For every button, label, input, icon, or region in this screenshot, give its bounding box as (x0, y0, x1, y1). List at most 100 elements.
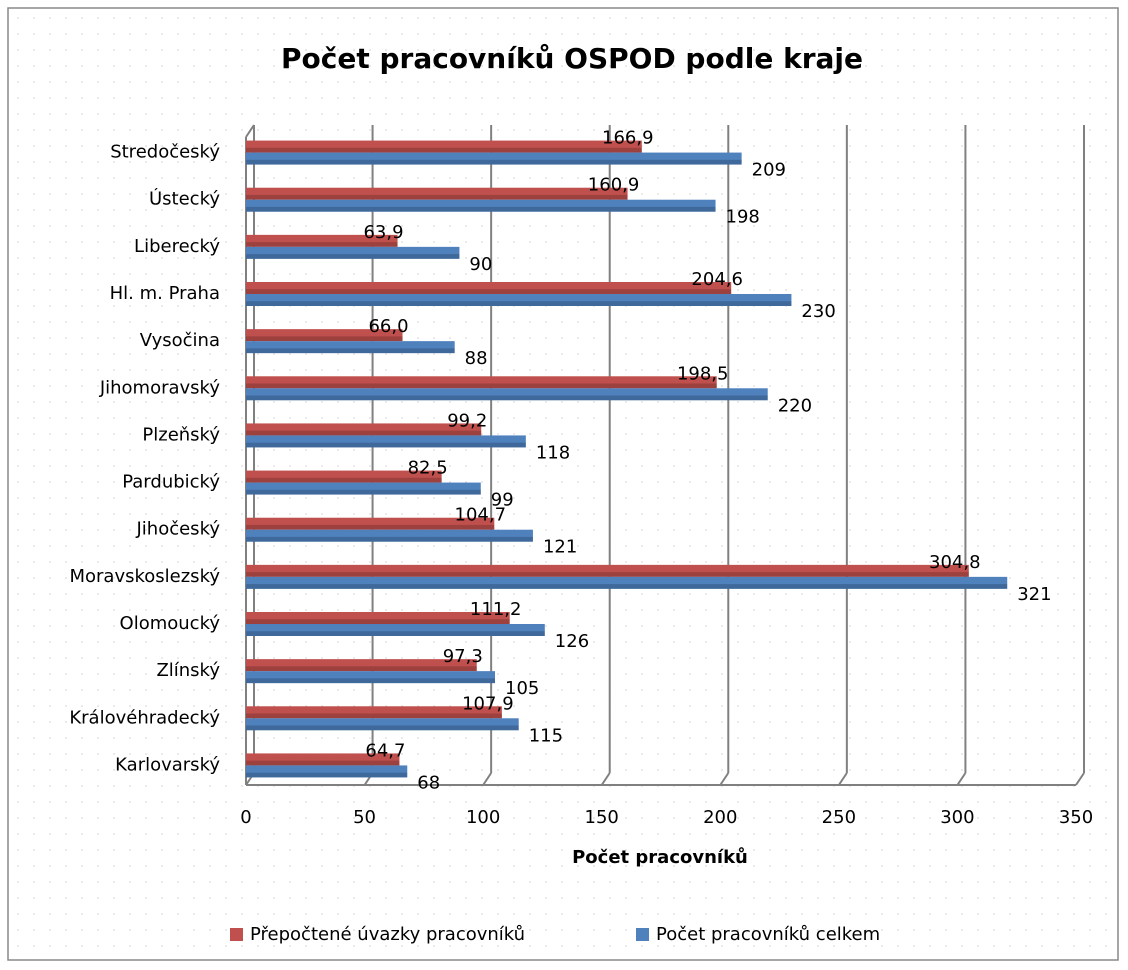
y-tick-label: Královéhradecký (69, 707, 220, 728)
data-label: 90 (469, 254, 492, 275)
grid-floor (600, 772, 611, 786)
x-tick-label: 100 (466, 807, 500, 828)
y-tick-label: Plzeňský (142, 424, 220, 445)
data-label: 230 (801, 301, 835, 322)
grid-floor (956, 772, 967, 786)
y-tick-label: Karlovarský (115, 754, 220, 775)
data-label: 66,0 (368, 316, 408, 337)
data-label: 107,9 (462, 693, 514, 714)
bar (246, 246, 460, 259)
x-axis-title: Počet pracovníků (572, 846, 748, 868)
data-label: 321 (1017, 584, 1051, 605)
bar-shade (246, 348, 455, 354)
x-tick-label: 200 (703, 807, 737, 828)
bar-shade (246, 301, 792, 306)
bar (246, 482, 481, 495)
bar-shade (246, 442, 526, 448)
bar (246, 435, 526, 448)
bar-shade (246, 772, 408, 778)
x-tick-label: 0 (240, 807, 251, 828)
data-label: 198,5 (677, 363, 729, 384)
grid-floor (719, 772, 730, 786)
bar (246, 140, 642, 153)
bar (246, 671, 495, 684)
grid-floor (838, 772, 848, 786)
bar (246, 187, 628, 200)
bar (246, 152, 742, 165)
y-tick-label: Olomoucký (120, 613, 221, 634)
bar (246, 718, 519, 731)
bar-shade (246, 713, 502, 719)
data-label: 126 (555, 631, 589, 652)
bar-shade (246, 242, 398, 247)
bar-shade (246, 619, 510, 624)
bar (246, 282, 732, 294)
x-tick-label: 150 (585, 807, 619, 828)
data-label: 82,5 (408, 458, 448, 479)
y-tick-label: Ústecký (149, 188, 220, 210)
bar (246, 376, 717, 389)
data-label: 121 (543, 537, 577, 558)
bar-shade (246, 336, 403, 342)
data-label: 204,6 (691, 269, 743, 290)
data-label: 99,2 (447, 410, 487, 431)
y-tick-label: Liberecký (134, 236, 220, 257)
bar (246, 470, 442, 483)
x-tick-label: 250 (822, 807, 856, 828)
x-tick-label: 300 (940, 807, 974, 828)
bar-shade (246, 430, 482, 436)
bar-shade (246, 536, 533, 542)
chart-title: Počet pracovníků OSPOD podle kraje (281, 42, 863, 75)
data-label: 68 (417, 772, 440, 793)
data-label: 198 (726, 207, 760, 228)
bar-shade (246, 147, 642, 153)
bar (246, 706, 502, 719)
bar (246, 294, 792, 306)
y-tick-label: Hl. m. Praha (110, 283, 220, 304)
data-label: 160,9 (588, 175, 640, 196)
bar-shade (246, 631, 545, 636)
bar-shade (246, 383, 717, 389)
bar-shade (246, 524, 495, 530)
data-label: 64,7 (365, 740, 405, 761)
data-label: 115 (529, 725, 563, 746)
bar-shade (246, 289, 732, 294)
y-tick-label: Jihomoravský (99, 377, 221, 398)
bar (246, 199, 716, 212)
bar-shade (246, 254, 460, 259)
data-label: 166,9 (602, 128, 654, 149)
x-tick-label: 50 (353, 807, 376, 828)
bar-shade (246, 572, 969, 577)
data-label: 118 (536, 442, 570, 463)
y-axis-back (245, 124, 255, 138)
y-tick-label: Jihočeský (135, 519, 220, 540)
bar (246, 612, 510, 624)
bar-shade (246, 584, 1008, 589)
data-label: 220 (778, 395, 812, 416)
data-label: 104,7 (455, 505, 507, 526)
bar-shade (246, 395, 768, 401)
bar (246, 564, 969, 577)
bar (246, 234, 398, 247)
bar-shade (246, 666, 477, 672)
bar (246, 753, 400, 766)
bar (246, 329, 403, 342)
bar (246, 388, 768, 401)
bar-shade (246, 194, 628, 200)
grid-floor (482, 772, 492, 786)
legend-swatch (636, 928, 649, 941)
bar (246, 341, 455, 354)
data-label: 209 (752, 160, 786, 181)
y-tick-label: Zlínský (156, 660, 220, 681)
y-tick-label: Moravskoslezský (69, 566, 220, 587)
bar (246, 529, 533, 542)
y-tick-label: Vysočina (140, 330, 220, 351)
y-tick-label: Pardubický (122, 472, 220, 493)
bar (246, 423, 482, 436)
data-label: 105 (505, 678, 539, 699)
bar-shade (246, 477, 442, 483)
grid-floor (1075, 772, 1085, 786)
data-label: 304,8 (929, 552, 981, 573)
data-label: 99 (491, 490, 514, 511)
